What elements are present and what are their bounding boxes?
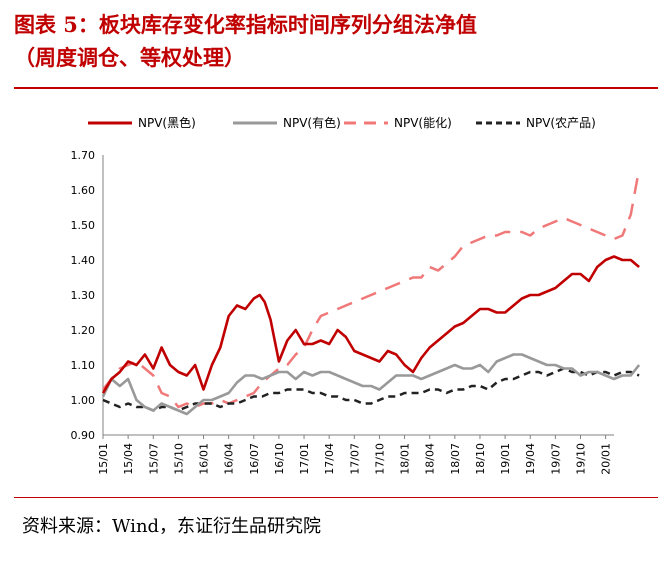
y-tick-label: 1.20 xyxy=(71,324,96,337)
source-note: 资料来源：Wind，东证衍生品研究院 xyxy=(22,516,322,537)
y-tick-label: 1.10 xyxy=(71,359,96,372)
series-line-nenghua xyxy=(102,168,641,409)
x-tick-label: 17/07 xyxy=(348,443,361,475)
y-tick-label: 1.30 xyxy=(71,289,96,302)
x-tick-label: 17/10 xyxy=(373,443,386,475)
x-tick-label: 15/07 xyxy=(147,443,160,475)
x-tick-label: 19/01 xyxy=(499,443,512,475)
figure-title-line2: （周度调仓、等权处理） xyxy=(14,45,245,70)
series-line-heise xyxy=(101,255,640,394)
y-tick-label: 1.40 xyxy=(71,254,96,267)
legend-label-heise: NPV(黑色) xyxy=(138,116,196,130)
x-tick-label: 15/04 xyxy=(122,443,135,475)
x-tick-label: 16/07 xyxy=(248,443,261,475)
x-tick-label: 20/01 xyxy=(600,443,613,475)
series-line-nongchanpin xyxy=(102,367,640,412)
x-tick-label: 18/10 xyxy=(474,443,487,475)
x-tick-label: 16/01 xyxy=(198,443,211,475)
npv-line-chart: NPV(黑色) NPV(有色) NPV(能化) NPV(农产品) 1.701.601.… xyxy=(71,116,641,475)
x-tick-label: 15/01 xyxy=(97,443,110,475)
x-axis: 15/01 15/04 15/07 15/10 16/01 16/04 16/07 16/10… xyxy=(97,434,614,475)
figure-title: 图表 5：板块库存变化率指标时间序列分组法净值 （周度调仓、等权处理） xyxy=(14,8,662,74)
x-tick-label: 18/07 xyxy=(449,443,462,475)
x-tick-label: 18/04 xyxy=(424,443,437,475)
x-tick-label: 19/10 xyxy=(574,443,587,475)
x-tick-label: 16/10 xyxy=(273,443,286,475)
y-tick-label: 1.50 xyxy=(71,219,96,232)
title-divider xyxy=(14,87,658,89)
y-tick-label: 1.60 xyxy=(71,184,96,197)
y-tick-label: 1.70 xyxy=(71,149,96,162)
legend-label-nongchanpin: NPV(农产品) xyxy=(526,116,596,130)
series-line-youse xyxy=(101,353,641,416)
x-tick-label: 16/04 xyxy=(223,443,236,475)
chart-legend: NPV(黑色) NPV(有色) NPV(能化) NPV(农产品) xyxy=(88,116,596,130)
x-tick-label: 18/01 xyxy=(399,443,412,475)
x-tick-label: 17/01 xyxy=(298,443,311,475)
series-lines xyxy=(101,168,641,416)
y-tick-label: 1.00 xyxy=(71,394,96,407)
x-tick-label: 19/04 xyxy=(524,443,537,475)
x-tick-label: 17/04 xyxy=(323,443,336,475)
source-divider xyxy=(14,497,658,498)
legend-label-nenghua: NPV(能化) xyxy=(394,116,452,130)
y-tick-label: 0.90 xyxy=(71,429,96,442)
figure-title-line1: 图表 5：板块库存变化率指标时间序列分组法净值 xyxy=(14,12,477,37)
x-tick-label: 19/07 xyxy=(549,443,562,475)
y-axis: 1.70 1.60 1.50 1.40 1.30 1.20 1.10 1.00 0.90 xyxy=(71,149,104,442)
x-tick-label: 15/10 xyxy=(172,443,185,475)
legend-label-youse: NPV(有色) xyxy=(283,116,341,130)
